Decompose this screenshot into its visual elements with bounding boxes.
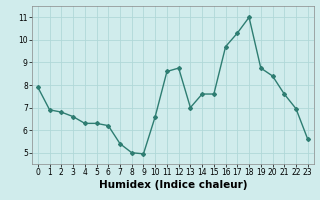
- X-axis label: Humidex (Indice chaleur): Humidex (Indice chaleur): [99, 180, 247, 190]
